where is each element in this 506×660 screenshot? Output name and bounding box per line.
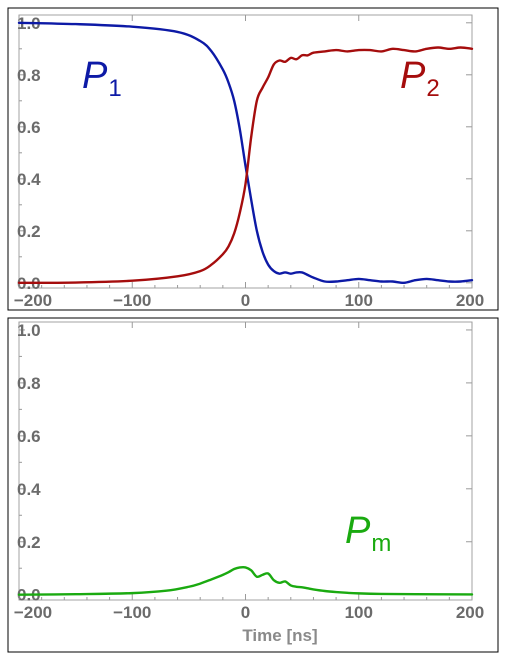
panel-border (7, 317, 499, 653)
y-tick-label: 0.8 (17, 374, 41, 393)
x-tick-label: 0 (241, 603, 250, 622)
x-tick-label: −200 (14, 291, 52, 310)
x-axis-label: Time [ns] (242, 626, 317, 645)
y-tick-label: 0.6 (17, 118, 41, 137)
series-line-pm (17, 565, 474, 596)
x-tick-label: −100 (113, 603, 151, 622)
y-tick-label: 0.8 (17, 66, 41, 85)
series-label-p2: P2 (400, 55, 440, 102)
y-tick-label: 1.0 (17, 321, 41, 340)
y-tick-label: 0.2 (17, 222, 41, 241)
chart-panel-2: 0.00.20.40.60.81.0−200 −100 0 100 200PmTime … (7, 317, 499, 653)
x-tick-label: 100 (345, 291, 373, 310)
series-label-pm: Pm (345, 510, 391, 557)
y-tick-label: 0.6 (17, 427, 41, 446)
y-tick-label: 0.4 (17, 170, 41, 189)
x-tick-label: −100 (113, 291, 151, 310)
series-label-p1: P1 (82, 55, 122, 102)
series-line-p2 (17, 46, 474, 284)
y-tick-label: 0.4 (17, 480, 41, 499)
x-tick-label: 200 (456, 603, 484, 622)
series-line-p1 (17, 21, 474, 285)
x-tick-label: −200 (14, 603, 52, 622)
plot-frame (18, 321, 473, 601)
x-tick-label: 0 (241, 291, 250, 310)
x-tick-label: 100 (345, 603, 373, 622)
x-tick-label: 200 (456, 291, 484, 310)
y-tick-label: 0.2 (17, 533, 41, 552)
panel-border (7, 7, 499, 311)
